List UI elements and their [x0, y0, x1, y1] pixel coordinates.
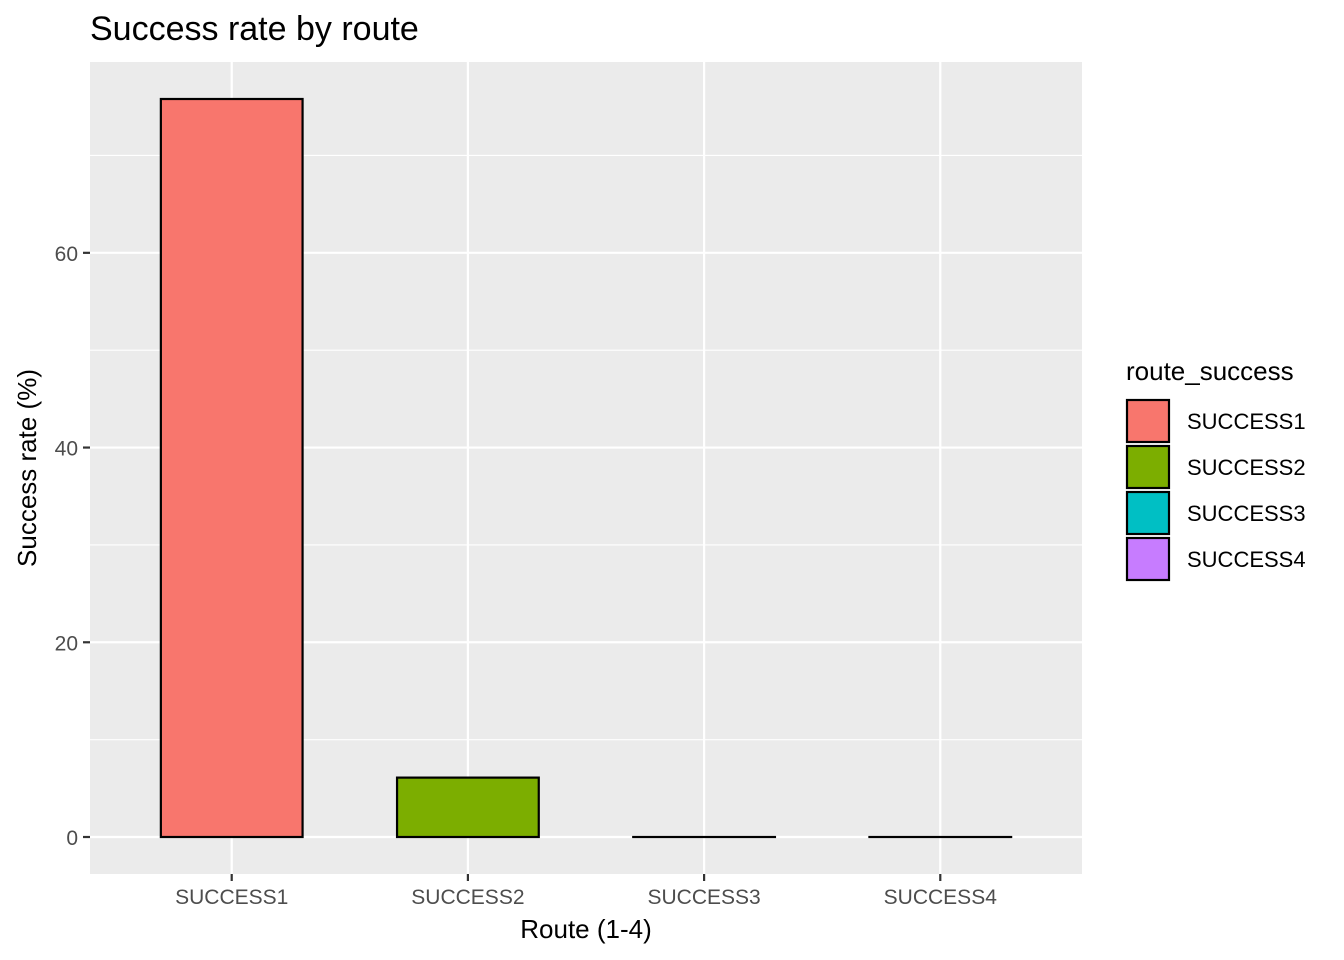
legend: route_success SUCCESS1 SUCCESS2 SUCCESS3 SU… [1125, 356, 1306, 582]
axes: 0 20 40 60 SUCCESS1 SUCCESS2 SUCCESS3 SUCCESS4 [55, 243, 998, 909]
x-tick-label: SUCCESS2 [411, 886, 524, 909]
legend-label: SUCCESS3 [1187, 501, 1306, 526]
y-tick-label: 20 [55, 632, 78, 655]
bars [159, 97, 1013, 839]
y-tick-label: 40 [55, 438, 78, 461]
legend-key-success2 [1125, 444, 1171, 490]
bar-success2 [395, 776, 540, 839]
legend-key-success4 [1125, 536, 1171, 582]
x-tick-label: SUCCESS3 [647, 886, 760, 909]
x-tick-label: SUCCESS4 [884, 886, 998, 909]
bar-success1 [159, 97, 304, 839]
legend-label: SUCCESS4 [1187, 547, 1306, 572]
x-tick-label: SUCCESS1 [175, 886, 288, 909]
chart-title: Success rate by route [90, 10, 419, 48]
y-axis-title: Success rate (%) [12, 369, 42, 567]
legend-key-success1 [1125, 398, 1171, 444]
legend-label: SUCCESS2 [1187, 455, 1306, 480]
x-axis-title: Route (1-4) [520, 914, 652, 944]
y-tick-label: 60 [55, 243, 78, 266]
legend-title: route_success [1126, 356, 1294, 386]
y-tick-label: 0 [66, 827, 78, 850]
legend-key-success3 [1125, 490, 1171, 536]
legend-label: SUCCESS1 [1187, 409, 1306, 434]
